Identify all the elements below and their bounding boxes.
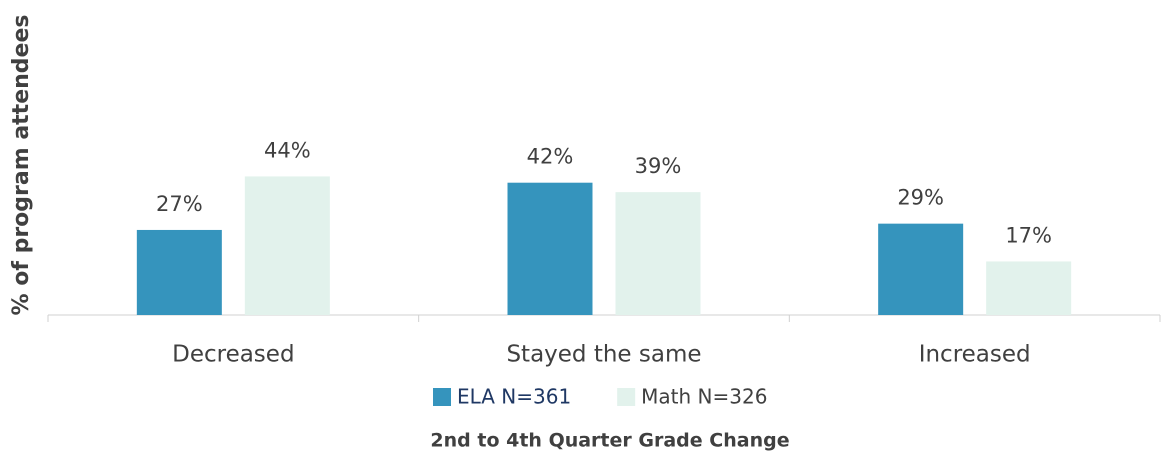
value-label: 39%: [635, 154, 682, 178]
legend-swatch: [433, 388, 451, 406]
x-tick-label: Stayed the same: [506, 342, 701, 368]
bar: [615, 192, 701, 315]
value-label: 17%: [1005, 223, 1052, 247]
legend-label: Math N=326: [641, 385, 767, 409]
x-tick-label: Decreased: [172, 342, 294, 368]
bar: [878, 223, 964, 315]
bar: [507, 182, 593, 315]
bar: [136, 229, 222, 315]
value-label: 29%: [897, 186, 944, 210]
value-label: 44%: [264, 138, 311, 162]
y-axis-title: % of program attendees: [9, 15, 34, 316]
bar: [986, 261, 1072, 315]
legend-label: ELA N=361: [457, 385, 571, 409]
x-axis-title: 2nd to 4th Quarter Grade Change: [430, 430, 789, 452]
bar: [244, 176, 330, 315]
x-tick-label: Increased: [919, 342, 1031, 368]
legend-swatch: [617, 388, 636, 406]
value-label: 27%: [156, 192, 203, 216]
value-label: 42%: [527, 145, 574, 169]
